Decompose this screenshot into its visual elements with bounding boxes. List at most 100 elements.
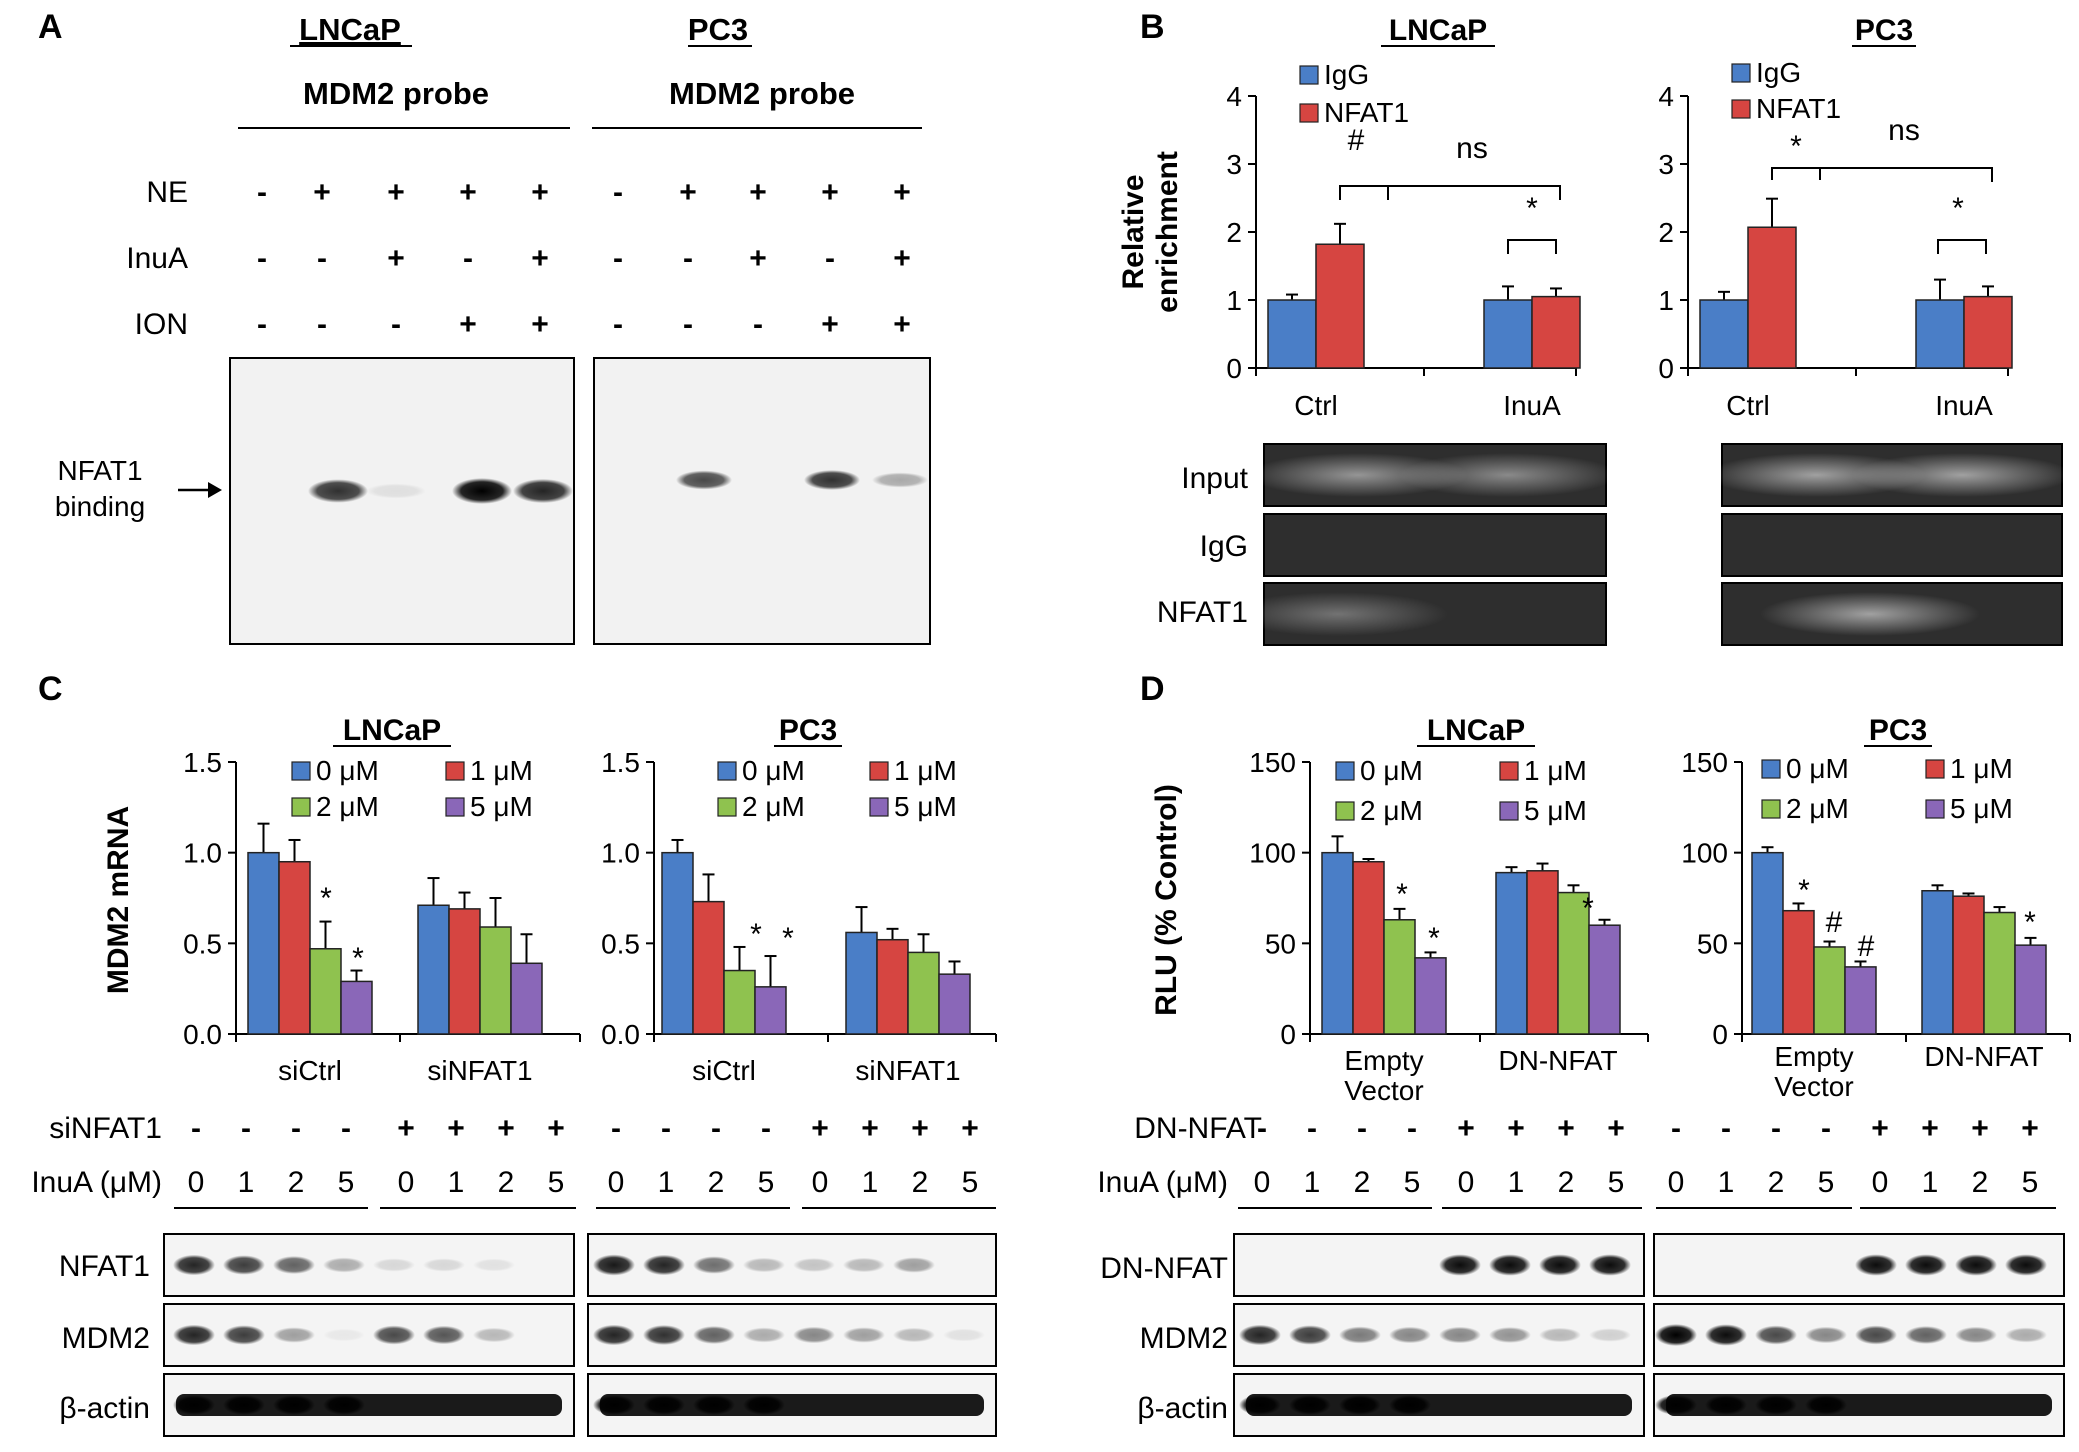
- gel-lane-strip: [1721, 513, 2063, 577]
- dose-label: 1: [658, 1166, 675, 1199]
- panel-c: C LNCaP 0.0 0.5 1.0 1.5 siCtrl siNFAT1 0 μM 1 μM…: [31, 670, 997, 1437]
- legend-swatch: [445, 761, 465, 781]
- western-band: [1655, 1395, 1697, 1415]
- legend-swatch: [1731, 63, 1751, 83]
- dose-label: 2: [708, 1166, 725, 1199]
- sinfat1-sign: -: [661, 1112, 671, 1145]
- dose-label: 2: [1558, 1166, 1575, 1199]
- blot-row-label-dose: InuA (μM): [31, 1166, 162, 1199]
- significance-bracket: [1388, 185, 1561, 200]
- western-band: [273, 1256, 315, 1274]
- treatment-sign: -: [613, 242, 623, 275]
- dose-label: 1: [238, 1166, 255, 1199]
- chart-c-lncap: LNCaP 0.0 0.5 1.0 1.5 siCtrl siNFAT1 0 μM 1 μM 2 …: [102, 714, 581, 1086]
- legend-label: 1 μM: [894, 755, 957, 786]
- bar: [448, 908, 481, 1035]
- emsa-band: [676, 470, 732, 490]
- treatment-sign: -: [257, 176, 267, 209]
- western-band: [2005, 1254, 2047, 1276]
- legend-label: 0 μM: [1360, 755, 1423, 786]
- significance-bracket: [1507, 239, 1557, 254]
- legend-swatch: [1299, 103, 1319, 123]
- western-band: [843, 1257, 885, 1273]
- bar: [1699, 299, 1749, 369]
- bar: [1983, 911, 2016, 1035]
- chart-title: PC3: [779, 714, 837, 747]
- significance-mark: *: [2024, 906, 2036, 939]
- band-label-line1: NFAT1: [57, 455, 142, 486]
- legend-label: 2 μM: [1786, 793, 1849, 824]
- chart-title: LNCaP: [1389, 14, 1487, 47]
- western-band: [173, 1324, 215, 1346]
- dnnfat-sign: -: [1407, 1112, 1417, 1145]
- y-tick-label: 3: [1658, 149, 1674, 180]
- legend-swatch: [717, 797, 737, 817]
- x-category-label: Empty: [1774, 1041, 1853, 1072]
- bar: [417, 904, 450, 1035]
- western-band: [793, 1326, 835, 1344]
- y-tick-label: 1: [1226, 285, 1242, 316]
- western-band: [1339, 1326, 1381, 1344]
- western-band: [373, 1258, 415, 1272]
- panel-a-letter: A: [38, 8, 63, 46]
- significance-mark: *: [750, 918, 762, 951]
- legend-swatch: [1499, 801, 1519, 821]
- y-tick-label: 50: [1697, 928, 1728, 959]
- y-axis-label-line: enrichment: [1151, 151, 1184, 313]
- panel-b-chip-gels: [1228, 443, 2072, 646]
- western-band: [593, 1324, 635, 1346]
- treatment-row-label: NE: [146, 176, 188, 209]
- treatment-sign: -: [683, 242, 693, 275]
- gel-a-lncap: [229, 357, 575, 645]
- sinfat1-sign: -: [761, 1112, 771, 1145]
- significance-mark: *: [1790, 130, 1802, 163]
- dose-label: 0: [1458, 1166, 1475, 1199]
- y-tick-label: 4: [1226, 81, 1242, 112]
- western-band: [893, 1257, 935, 1273]
- western-band: [223, 1325, 265, 1345]
- dose-label: 2: [912, 1166, 929, 1199]
- y-axis-label: Relativeenrichment: [1117, 151, 1184, 313]
- treatment-sign: +: [387, 242, 405, 275]
- chart-b-pc3: PC3 0 1 2 3 4 Ctrl InuA IgG NFAT1 * ns *: [1658, 14, 2013, 421]
- bar: [754, 986, 787, 1035]
- treatment-sign: -: [257, 308, 267, 341]
- y-tick-label: 1.0: [183, 838, 222, 869]
- dnnfat-sign: -: [1821, 1112, 1831, 1145]
- treatment-sign: -: [391, 308, 401, 341]
- y-tick-label: 1: [1658, 285, 1674, 316]
- legend-label: 0 μM: [742, 755, 805, 786]
- y-tick-label: 50: [1265, 928, 1296, 959]
- western-band: [743, 1327, 785, 1343]
- dose-label: 1: [1922, 1166, 1939, 1199]
- significance-mark: *: [1798, 874, 1810, 907]
- emsa-band: [513, 478, 573, 504]
- y-tick-label: 0.0: [601, 1019, 640, 1050]
- western-band: [743, 1395, 785, 1415]
- dnnfat-sign: -: [1671, 1112, 1681, 1145]
- bar: [1782, 909, 1815, 1035]
- actin-band-strip: [176, 1394, 562, 1416]
- y-tick-label: 2: [1226, 217, 1242, 248]
- sinfat1-sign: +: [861, 1112, 879, 1145]
- treatment-sign: +: [821, 308, 839, 341]
- legend-label: 2 μM: [316, 791, 379, 822]
- legend-label: 0 μM: [1786, 753, 1849, 784]
- western-band: [643, 1254, 685, 1276]
- legend-label: IgG: [1324, 59, 1369, 90]
- gel-lane-strip: [1263, 513, 1607, 577]
- dose-label: 0: [1872, 1166, 1889, 1199]
- legend-label: 0 μM: [316, 755, 379, 786]
- significance-mark: #: [1858, 930, 1875, 963]
- treatment-sign: +: [387, 176, 405, 209]
- legend-swatch: [291, 797, 311, 817]
- x-category-label: siNFAT1: [427, 1055, 532, 1086]
- dose-label: 0: [1668, 1166, 1685, 1199]
- dose-label: 2: [1354, 1166, 1371, 1199]
- significance-bracket: [1820, 167, 1993, 182]
- legend-label: 5 μM: [894, 791, 957, 822]
- western-band: [323, 1257, 365, 1273]
- bar: [479, 926, 512, 1035]
